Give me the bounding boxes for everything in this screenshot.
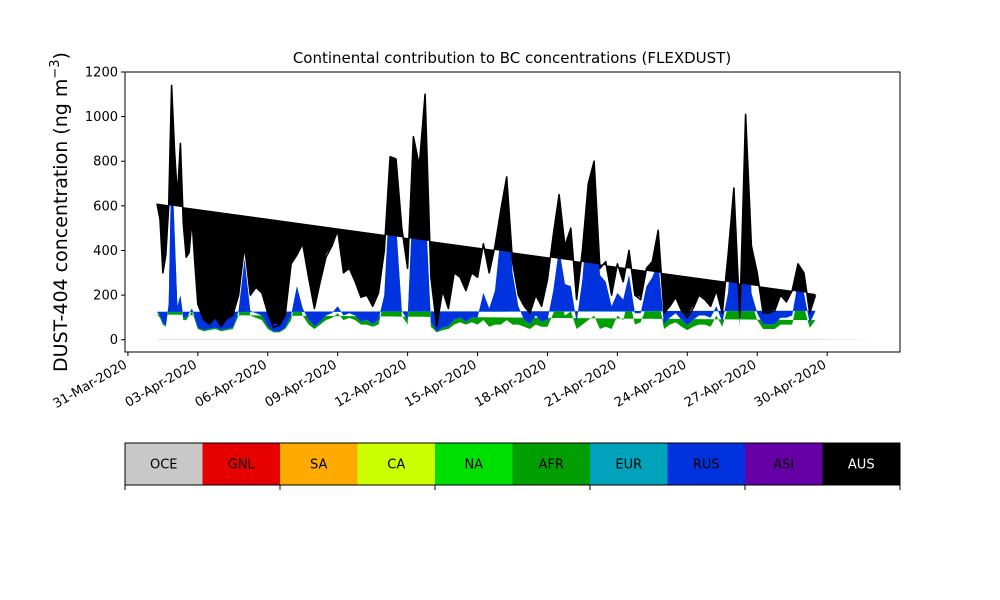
y-axis-label-main: DUST-404 concentration (ng m xyxy=(50,79,72,372)
legend-label-oce: OCE xyxy=(150,458,178,473)
chart-title: Continental contribution to BC concentra… xyxy=(293,49,731,67)
y-tick-label: 600 xyxy=(93,199,118,214)
y-tick-label: 800 xyxy=(93,155,118,170)
legend-swatch-sa xyxy=(280,443,358,485)
y-tick-label: 400 xyxy=(93,244,118,259)
legend-swatch-gnl xyxy=(202,443,281,485)
series-line-total xyxy=(156,84,817,329)
y-tick-label: 200 xyxy=(93,289,118,304)
legend-swatch-na xyxy=(435,443,513,485)
legend-swatch-asi xyxy=(745,443,823,485)
legend-label-sa: SA xyxy=(310,458,327,473)
stacked-areas xyxy=(157,85,880,340)
legend-label-eur: EUR xyxy=(615,458,642,473)
legend-swatch-ca xyxy=(357,443,436,485)
area-series-aus xyxy=(157,85,816,326)
legend-label-afr: AFR xyxy=(539,458,564,473)
y-tick-label: 0 xyxy=(110,333,118,348)
plot-frame xyxy=(124,71,901,353)
y-axis-label-exponent: −3 xyxy=(48,59,63,78)
legend-swatch-aus xyxy=(822,443,901,485)
legend-label-na: NA xyxy=(464,458,483,473)
plot-area xyxy=(124,71,901,353)
y-axis-label: DUST-404 concentration (ng m−3) xyxy=(48,52,72,372)
y-axis: 0 200 400 600 800 1000 1200 xyxy=(85,66,125,348)
legend-swatch-eur xyxy=(590,443,668,485)
legend-label-ca: CA xyxy=(387,458,405,473)
legend-colorbar: OCE GNL SA CA NA AFR EUR RUS ASI AUS xyxy=(124,442,901,490)
legend-label-aus: AUS xyxy=(848,458,875,473)
area-series-rus xyxy=(157,145,816,332)
legend-label-rus: RUS xyxy=(693,458,720,473)
legend-label-gnl: GNL xyxy=(228,458,256,473)
legend-swatch-oce xyxy=(125,443,203,485)
y-tick-label: 1200 xyxy=(85,66,118,81)
y-tick-label: 1000 xyxy=(85,110,118,125)
legend-frame xyxy=(124,442,901,486)
legend-label-asi: ASI xyxy=(773,458,794,473)
legend-swatch-rus xyxy=(667,443,746,485)
y-axis-label-close: ) xyxy=(50,52,72,59)
legend-swatch-afr xyxy=(512,443,591,485)
